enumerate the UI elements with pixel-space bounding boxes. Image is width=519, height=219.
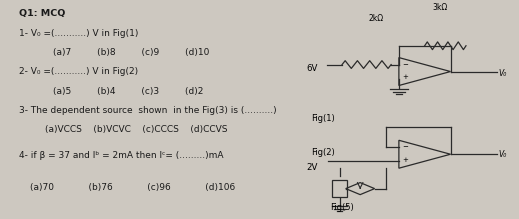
Text: +: + (402, 74, 408, 80)
Text: 2kΩ: 2kΩ (368, 14, 383, 23)
Text: 6V: 6V (306, 64, 317, 73)
Text: Fig(2): Fig(2) (311, 148, 335, 157)
Text: 2V: 2V (306, 163, 317, 172)
Text: 3- The dependent source  shown  in the Fig(3) is (..........): 3- The dependent source shown in the Fig… (19, 106, 277, 115)
Text: Q1: MCQ: Q1: MCQ (19, 9, 66, 18)
Text: Fig(5): Fig(5) (330, 203, 354, 212)
Text: (a)70            (b)76            (c)96            (d)106: (a)70 (b)76 (c)96 (d)106 (30, 183, 235, 192)
Text: 3kΩ: 3kΩ (432, 4, 448, 12)
Text: (a)5         (b)4         (c)3         (d)2: (a)5 (b)4 (c)3 (d)2 (53, 87, 203, 95)
Text: 2- V₀ =(...........) V in Fig(2): 2- V₀ =(...........) V in Fig(2) (19, 67, 139, 76)
Text: V₀: V₀ (498, 69, 506, 78)
Text: V₀: V₀ (498, 150, 506, 159)
Text: (a)VCCS    (b)VCVC    (c)CCCS    (d)CCVS: (a)VCCS (b)VCVC (c)CCCS (d)CCVS (45, 125, 228, 134)
Text: +: + (402, 157, 408, 163)
Text: Fig(1): Fig(1) (311, 114, 335, 123)
Text: −: − (402, 144, 408, 150)
Bar (332, 180, 347, 197)
Text: 4- if β = 37 and Iᵇ = 2mA then Iᶜ= (.........)mA: 4- if β = 37 and Iᵇ = 2mA then Iᶜ= (....… (19, 151, 224, 160)
Text: −: − (402, 62, 408, 67)
Text: 1- V₀ =(...........) V in Fig(1): 1- V₀ =(...........) V in Fig(1) (19, 28, 139, 38)
Text: (a)7         (b)8         (c)9         (d)10: (a)7 (b)8 (c)9 (d)10 (53, 48, 209, 57)
